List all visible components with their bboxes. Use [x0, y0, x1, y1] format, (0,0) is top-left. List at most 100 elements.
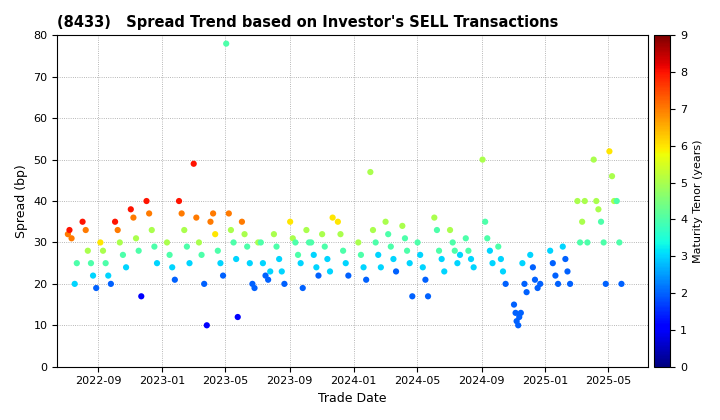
Point — [141, 198, 153, 205]
Point — [449, 247, 461, 254]
Point — [572, 198, 583, 205]
Point — [82, 247, 94, 254]
Point — [364, 169, 376, 176]
Point — [387, 256, 399, 262]
Point — [529, 276, 541, 283]
Point — [174, 198, 185, 205]
Point — [262, 276, 274, 283]
Point — [510, 310, 521, 316]
Point — [562, 268, 573, 275]
Point — [355, 252, 366, 258]
Point — [268, 231, 279, 238]
Point — [532, 285, 544, 291]
Point — [382, 231, 394, 238]
Point — [343, 272, 354, 279]
Point — [372, 252, 384, 258]
Point — [127, 214, 139, 221]
Point — [524, 252, 536, 258]
Point — [608, 198, 620, 205]
Point — [196, 252, 207, 258]
Point — [248, 285, 260, 291]
Point — [94, 239, 106, 246]
Point — [223, 210, 235, 217]
Point — [264, 268, 276, 275]
Point — [312, 272, 324, 279]
Point — [146, 227, 158, 234]
Text: (8433)   Spread Trend based on Investor's SELL Transactions: (8433) Spread Trend based on Investor's … — [58, 15, 559, 30]
Point — [133, 247, 145, 254]
Point — [463, 247, 474, 254]
Point — [417, 264, 428, 270]
Point — [438, 268, 450, 275]
Point — [69, 281, 81, 287]
Point — [500, 281, 511, 287]
Point — [181, 243, 193, 250]
Point — [428, 214, 440, 221]
Point — [468, 264, 480, 270]
Point — [193, 239, 204, 246]
Point — [204, 218, 216, 225]
Point — [112, 227, 123, 234]
Point — [482, 235, 493, 242]
Point — [361, 276, 372, 283]
Point — [117, 252, 129, 258]
Point — [71, 260, 83, 267]
Point — [169, 276, 181, 283]
Point — [125, 206, 137, 213]
Point — [335, 231, 346, 238]
Point — [477, 156, 488, 163]
Point — [513, 322, 524, 329]
Point — [225, 227, 237, 234]
Point — [385, 243, 397, 250]
Point — [513, 314, 525, 320]
Point — [616, 281, 627, 287]
Point — [247, 281, 258, 287]
Point — [199, 281, 210, 287]
Point — [80, 227, 91, 234]
Point — [511, 318, 523, 325]
Point — [230, 256, 242, 262]
Point — [590, 198, 602, 205]
Point — [420, 276, 431, 283]
Point — [401, 247, 413, 254]
Point — [557, 243, 569, 250]
Point — [135, 293, 147, 299]
Point — [257, 260, 269, 267]
Point — [390, 268, 402, 275]
Point — [102, 272, 114, 279]
Point — [515, 310, 526, 316]
Point — [412, 239, 423, 246]
Point — [232, 314, 243, 320]
Point — [547, 260, 559, 267]
Point — [575, 239, 586, 246]
Point — [454, 252, 466, 258]
Point — [305, 239, 317, 246]
Point — [588, 156, 600, 163]
Point — [324, 268, 336, 275]
Point — [332, 218, 343, 225]
Point — [487, 260, 498, 267]
Point — [87, 272, 99, 279]
Point — [62, 231, 73, 238]
Point — [166, 264, 178, 270]
Point — [603, 148, 615, 155]
Point — [433, 247, 445, 254]
Point — [253, 239, 264, 246]
Point — [164, 252, 176, 258]
Point — [260, 272, 271, 279]
Point — [492, 243, 504, 250]
Point — [297, 285, 308, 291]
Point — [120, 264, 132, 270]
Point — [244, 260, 256, 267]
Y-axis label: Spread (bp): Spread (bp) — [15, 164, 28, 238]
Point — [407, 293, 418, 299]
Point — [600, 281, 611, 287]
Point — [66, 235, 77, 242]
Point — [212, 247, 224, 254]
Point — [191, 214, 202, 221]
Point — [287, 235, 299, 242]
Point — [613, 239, 625, 246]
Point — [143, 210, 155, 217]
Y-axis label: Maturity Tenor (years): Maturity Tenor (years) — [693, 139, 703, 263]
Point — [276, 268, 287, 275]
